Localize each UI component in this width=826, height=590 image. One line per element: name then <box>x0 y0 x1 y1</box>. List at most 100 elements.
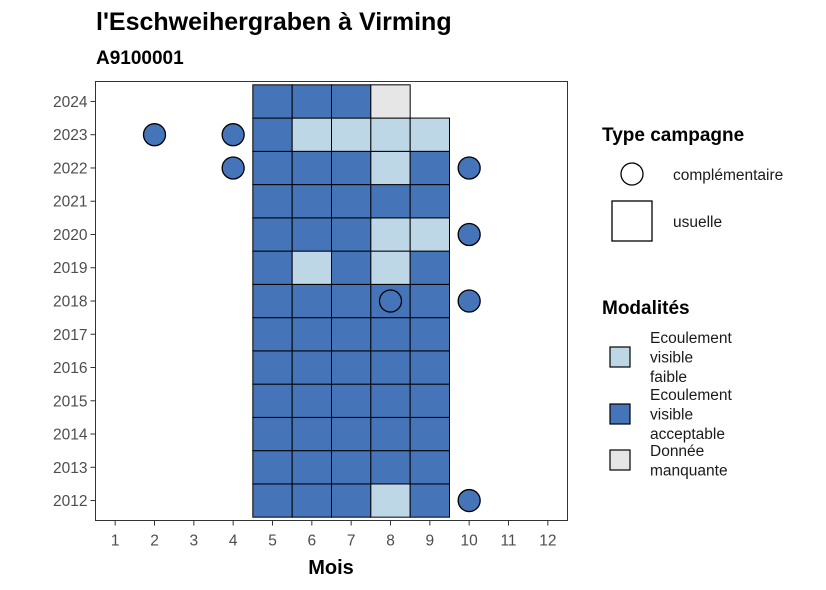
point-2023-2 <box>142 123 167 147</box>
legend-label-faible: visible <box>650 350 693 367</box>
tile-2016-9 <box>409 350 450 385</box>
tile-2016-8 <box>370 350 411 385</box>
point-2020-10 <box>457 222 481 247</box>
y-tick-label: 2018 <box>53 294 87 311</box>
x-tick-label: 1 <box>111 533 120 550</box>
tile-2012-5 <box>252 483 293 518</box>
point-layer <box>142 123 481 513</box>
y-tick-label: 2023 <box>53 127 87 144</box>
tile-2022-8 <box>370 150 411 186</box>
tile-2013-5 <box>252 450 293 485</box>
tile-2012-6 <box>291 483 332 518</box>
tile-2024-6 <box>291 84 332 119</box>
x-tick-label: 3 <box>190 533 199 550</box>
tile-2016-6 <box>291 350 332 385</box>
point-2018-10 <box>457 289 481 313</box>
legend-label-acceptable: Ecoulement <box>650 387 733 404</box>
axes: 1 2 3 4 5 6 7 8 9 10 11 122012201320142015201620172… <box>53 94 556 550</box>
y-tick-label: 2021 <box>53 194 87 211</box>
chart-subtitle: A9100001 <box>96 48 184 69</box>
x-tick-label: 5 <box>268 533 277 550</box>
point-2018-8 <box>378 289 403 313</box>
tile-2017-8 <box>370 317 411 352</box>
x-tick-label: 6 <box>308 533 317 550</box>
tile-2019-9 <box>409 250 450 285</box>
point-2023-4 <box>221 123 245 147</box>
tile-2014-7 <box>331 416 372 452</box>
tile-2017-5 <box>252 317 293 352</box>
y-tick-label: 2012 <box>53 493 87 510</box>
y-tick-label: 2014 <box>53 427 88 444</box>
legend-label-acceptable: acceptable <box>650 426 725 443</box>
legend-key-manquante <box>609 449 631 471</box>
tile-2019-5 <box>252 250 293 285</box>
y-tick-label: 2015 <box>53 393 87 410</box>
tile-2018-7 <box>331 283 372 319</box>
tile-2013-8 <box>370 450 411 485</box>
tile-2018-5 <box>252 283 293 319</box>
tile-2015-6 <box>291 383 332 418</box>
tile-2019-7 <box>331 250 372 285</box>
tile-2017-9 <box>409 317 450 352</box>
tile-2018-6 <box>291 283 332 319</box>
point-2012-10 <box>457 488 481 513</box>
x-tick-label: 12 <box>539 533 556 550</box>
x-tick-label: 9 <box>426 533 435 550</box>
y-tick-label: 2019 <box>53 260 87 277</box>
tile-2015-8 <box>370 383 411 418</box>
point-2022-4 <box>221 156 245 180</box>
tile-2013-6 <box>291 450 332 485</box>
tile-2019-8 <box>370 250 411 285</box>
legend-modalites-title: Modalités <box>602 298 690 319</box>
x-tick-label: 2 <box>150 533 159 550</box>
tile-2021-5 <box>252 184 293 219</box>
tile-2013-9 <box>409 450 450 485</box>
legend-label-faible: faible <box>650 369 687 386</box>
tile-2020-6 <box>291 217 332 252</box>
x-tick-label: 7 <box>347 533 356 550</box>
tile-2020-7 <box>331 217 372 252</box>
legend-type-title: Type campagne <box>602 125 744 146</box>
tile-2013-7 <box>331 450 372 485</box>
tile-2017-7 <box>331 317 372 352</box>
tile-2012-8 <box>370 483 411 518</box>
tile-2022-7 <box>331 150 372 186</box>
tile-2021-7 <box>331 184 372 219</box>
chart-title: l'Eschweihergraben à Virming <box>96 8 452 36</box>
tile-2020-9 <box>409 217 450 252</box>
y-tick-label: 2016 <box>53 360 87 377</box>
x-tick-label: 10 <box>461 533 479 550</box>
tile-2014-6 <box>291 416 332 452</box>
tile-2015-7 <box>331 383 372 418</box>
x-axis-title: Mois <box>308 557 354 579</box>
tile-2023-5 <box>252 117 293 152</box>
legend-label-manquante: manquante <box>650 463 728 480</box>
legend-key-acceptable <box>609 403 631 425</box>
tile-2019-6 <box>291 250 332 285</box>
legend-key-faible <box>609 346 631 368</box>
tile-2022-6 <box>291 150 332 186</box>
tile-2024-8 <box>370 84 411 119</box>
y-tick-label: 2013 <box>53 460 87 477</box>
tile-2016-5 <box>252 350 293 385</box>
point-2022-10 <box>457 156 481 180</box>
y-tick-label: 2017 <box>53 327 87 344</box>
y-tick-label: 2020 <box>53 227 88 244</box>
legend-label-usuelle: usuelle <box>673 214 722 231</box>
legend-label-complementaire: complémentaire <box>673 167 783 184</box>
tile-2021-8 <box>370 184 411 219</box>
tile-2014-5 <box>252 416 293 452</box>
y-tick-label: 2022 <box>53 160 87 177</box>
tile-2015-5 <box>252 383 293 418</box>
legend-label-manquante: Donnée <box>650 443 704 460</box>
legend-key-complementaire <box>620 162 644 186</box>
tile-2015-9 <box>409 383 450 418</box>
tile-2023-6 <box>291 117 332 152</box>
tile-2017-6 <box>291 317 332 352</box>
tile-2012-7 <box>331 483 372 518</box>
legend-label-acceptable: visible <box>650 407 693 424</box>
legend-label-faible: Ecoulement <box>650 330 733 347</box>
y-tick-label: 2024 <box>53 94 88 111</box>
tile-2023-8 <box>370 117 411 152</box>
